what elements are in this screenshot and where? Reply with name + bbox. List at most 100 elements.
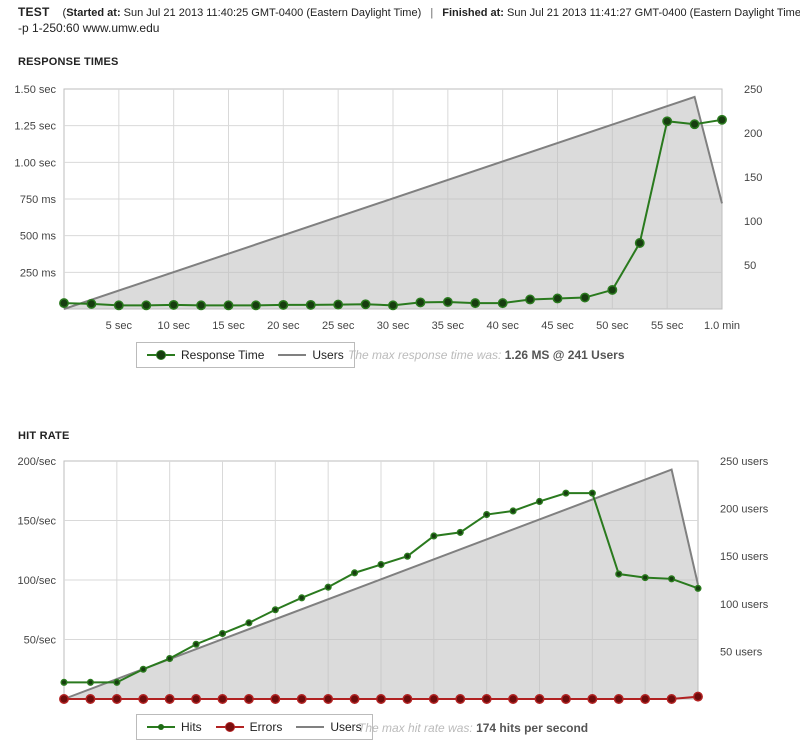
errors-point [138, 694, 149, 704]
hits-point [113, 678, 121, 686]
legend-item-errors[interactable]: Errors [215, 720, 283, 734]
errors-point [191, 694, 202, 704]
legend-item-users-hits[interactable]: Users [296, 720, 362, 734]
y-right-tick-label: 100 users [720, 599, 769, 611]
errors-point [455, 694, 466, 704]
errors-point [85, 694, 96, 704]
errors-point [428, 694, 439, 704]
errors-point [349, 694, 360, 704]
response-times-legend: Response Time Users [136, 342, 355, 368]
y-right-tick-label: 150 [744, 172, 762, 184]
max-response-value: 1.26 MS @ 241 Users [504, 348, 625, 362]
legend-label-users-hits: Users [330, 720, 362, 734]
legend-item-response-time[interactable]: Response Time [147, 348, 264, 362]
test-label: TEST [18, 5, 50, 19]
y-right-tick-label: 200 users [720, 504, 769, 516]
y-left-tick-label: 500 ms [20, 231, 57, 243]
hits-point [694, 584, 702, 592]
finished-value: Sun Jul 21 2013 11:41:27 GMT-0400 (Easte… [507, 7, 800, 19]
legend-item-users[interactable]: Users [278, 348, 344, 362]
y-left-tick-label: 100/sec [17, 575, 56, 587]
y-left-tick-label: 1.50 sec [14, 84, 56, 96]
hits-point [403, 552, 411, 560]
response-times-chart: 250 ms 500 ms 750 ms 1.00 sec 1.25 sec 1.50 s… [14, 84, 762, 332]
hit-rate-title: HIT RATE [18, 430, 70, 442]
legend-label-users: Users [312, 348, 344, 362]
command-line: -p 1-250:60 www.umw.edu [18, 21, 160, 35]
hits-point [377, 560, 385, 569]
errors-point [640, 694, 651, 704]
response-time-swatch [147, 349, 175, 361]
x-tick-label: 15 sec [212, 320, 245, 332]
hits-point [430, 532, 438, 540]
legend-item-hits[interactable]: Hits [147, 720, 202, 734]
x-tick-label: 35 sec [432, 320, 465, 332]
y-right-tick-label: 250 [744, 84, 762, 96]
header-separator: | [430, 7, 434, 19]
hits-point [483, 511, 491, 519]
response-time-point [59, 298, 69, 309]
users-area-fill [64, 469, 698, 699]
errors-point [296, 694, 307, 704]
max-response-prefix: The max response time was: [348, 348, 502, 362]
errors-point [402, 694, 413, 704]
hits-point [668, 575, 676, 583]
response-time-point [223, 300, 234, 311]
y-right-tick-label: 250 users [720, 456, 769, 468]
hits-point [641, 574, 649, 582]
hits-point [298, 594, 306, 602]
legend-label-response-time: Response Time [181, 348, 265, 362]
x-tick-label: 40 sec [486, 320, 519, 332]
x-tick-label: 1.0 min [704, 320, 740, 332]
max-response-note: The max response time was: 1.26 MS @ 241… [348, 348, 625, 362]
errors-swatch [215, 721, 244, 733]
hits-point [588, 489, 596, 497]
response-time-point [552, 293, 563, 304]
hits-point [166, 654, 174, 663]
response-time-point [415, 297, 426, 308]
errors-point [481, 694, 492, 704]
errors-point [693, 691, 703, 702]
response-time-point [442, 297, 453, 307]
y-left-tick-label: 150/sec [17, 516, 56, 528]
hits-point [324, 583, 332, 591]
y-left-tick-label: 750 ms [20, 194, 57, 206]
hits-point [615, 570, 623, 578]
errors-point [613, 694, 624, 704]
response-time-point [141, 300, 152, 311]
max-hit-value: 174 hits per second [476, 721, 589, 735]
errors-point [217, 694, 228, 704]
response-time-point [717, 114, 727, 125]
hits-point [456, 528, 464, 536]
hits-point [245, 619, 253, 627]
max-hit-note: The max hit rate was: 174 hits per secon… [358, 721, 588, 735]
response-time-point [305, 299, 316, 310]
response-time-point [470, 298, 481, 309]
hit-rate-legend: Hits Errors Users [136, 714, 373, 740]
hits-point [509, 507, 517, 515]
errors-point [534, 694, 545, 704]
hits-point [535, 497, 544, 506]
errors-point [587, 694, 598, 704]
errors-point [270, 694, 281, 704]
errors-point [164, 694, 175, 704]
response-time-point [579, 292, 590, 303]
hits-point [351, 569, 359, 577]
y-left-tick-label: 1.25 sec [14, 121, 56, 133]
hits-point [139, 665, 147, 673]
users-series-line [63, 468, 699, 700]
hits-swatch [147, 721, 175, 733]
legend-label-errors: Errors [249, 720, 283, 734]
hits-point [271, 606, 279, 614]
response-time-point [250, 300, 261, 311]
response-time-point [196, 300, 207, 311]
errors-point [376, 694, 386, 704]
started-value: Sun Jul 21 2013 11:40:25 GMT-0400 (Easte… [123, 7, 422, 19]
x-tick-label: 50 sec [596, 320, 629, 332]
response-time-point [333, 299, 344, 310]
response-time-point [689, 119, 700, 130]
x-tick-label: 10 sec [157, 320, 190, 332]
y-right-tick-label: 200 [744, 128, 762, 140]
x-tick-label: 45 sec [541, 320, 574, 332]
